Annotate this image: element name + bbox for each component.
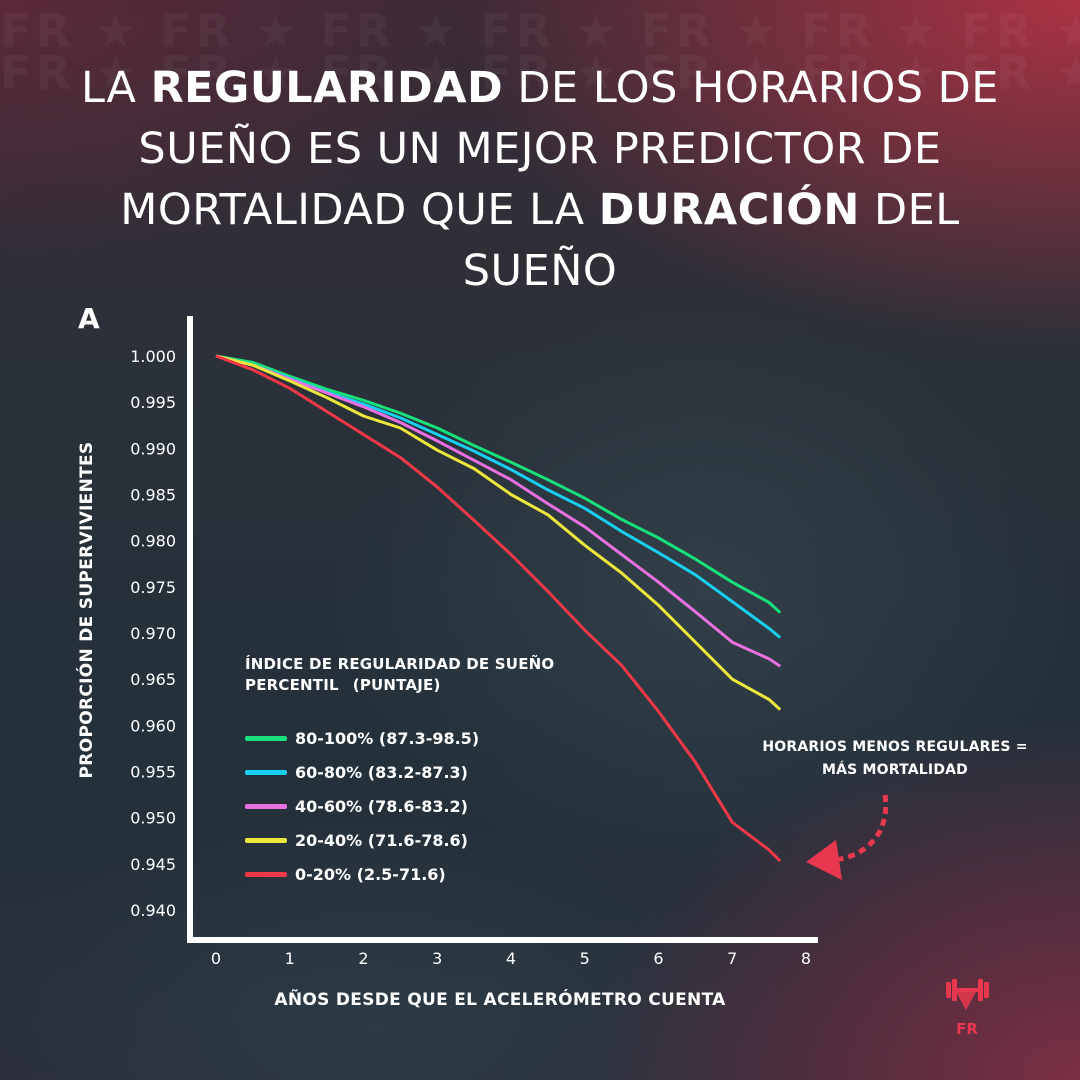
x-tick-label: 6 xyxy=(653,949,663,968)
y-tick-label: 0.965 xyxy=(130,670,176,689)
watermark-text: FR xyxy=(0,10,75,58)
legend-title: ÍNDICE DE REGULARIDAD DE SUEÑO PERCENTIL… xyxy=(245,654,554,696)
watermark-text: FR xyxy=(641,10,716,58)
title-part-1: LA xyxy=(81,63,151,113)
legend-item: 60-80% (83.2-87.3) xyxy=(245,755,554,789)
title-bold-regularidad: REGULARIDAD xyxy=(150,63,504,113)
legend-swatch xyxy=(245,735,287,741)
y-axis-ticks: 1.000 0.995 0.990 0.985 0.980 0.975 0.970 0.965… xyxy=(130,347,176,920)
legend-label: 20-40% (71.6-78.6) xyxy=(295,830,468,850)
x-tick-label: 0 xyxy=(211,949,221,968)
legend-swatch xyxy=(245,769,287,775)
watermark-text: FR xyxy=(0,46,75,100)
legend-label: 60-80% (83.2-87.3) xyxy=(295,762,468,782)
y-axis-label: PROPORCIÓN DE SUPERVIVIENTES xyxy=(77,441,97,779)
legend-items: 80-100% (87.3-98.5) 60-80% (83.2-87.3) 40-… xyxy=(245,721,554,891)
chart-title: LA REGULARIDAD DE LOS HORARIOS DE SUEÑO … xyxy=(40,58,1040,302)
series-line-3 xyxy=(215,354,782,711)
series-line-4 xyxy=(215,354,782,863)
legend: ÍNDICE DE REGULARIDAD DE SUEÑO PERCENTIL… xyxy=(245,654,554,891)
y-tick-label: 0.940 xyxy=(130,901,176,920)
title-part-3: DEL SUEÑO xyxy=(462,185,960,296)
annotation-line-1: HORARIOS MENOS REGULARES = xyxy=(762,739,1028,755)
series-line-0 xyxy=(215,354,782,614)
watermark-text: FR xyxy=(480,46,555,100)
annotation-arrow-head xyxy=(806,840,842,880)
watermark-text: FR xyxy=(801,10,876,58)
legend-swatch xyxy=(245,837,287,843)
legend-title-percentil: PERCENTIL xyxy=(245,676,339,694)
y-tick-label: 0.955 xyxy=(130,763,176,782)
watermark-row: FR ★ FR ★ FR ★ FR ★ FR ★ FR ★ FR ★ FR xyxy=(0,50,1080,96)
x-axis-ticks: 0 1 2 3 4 5 6 7 8 xyxy=(211,949,811,968)
watermark-text: FR xyxy=(961,10,1036,58)
legend-title-line-1: ÍNDICE DE REGULARIDAD DE SUEÑO xyxy=(245,655,555,673)
legend-item: 80-100% (87.3-98.5) xyxy=(245,721,554,755)
watermark-text: FR xyxy=(480,10,555,58)
x-tick-label: 7 xyxy=(727,949,737,968)
y-tick-label: 0.980 xyxy=(130,532,176,551)
y-tick-label: 1.000 xyxy=(130,347,176,366)
y-tick-label: 0.985 xyxy=(130,486,176,505)
legend-title-puntaje: (PUNTAJE) xyxy=(352,676,441,694)
series-lines xyxy=(215,354,782,863)
legend-label: 40-60% (78.6-83.2) xyxy=(295,796,468,816)
y-tick-label: 0.990 xyxy=(130,439,176,458)
y-tick-label: 0.950 xyxy=(130,809,176,828)
y-tick-label: 0.945 xyxy=(130,855,176,874)
title-part-2: DE LOS HORARIOS DE SUEÑO ES UN MEJOR PRE… xyxy=(120,63,999,235)
watermark-text: FR xyxy=(641,46,716,100)
legend-label: 80-100% (87.3-98.5) xyxy=(295,728,480,748)
x-tick-label: 5 xyxy=(580,949,590,968)
legend-swatch xyxy=(245,871,287,877)
annotation-arrow-curve xyxy=(834,794,889,863)
series-line-1 xyxy=(215,354,782,639)
logo-text: FR xyxy=(956,1020,978,1038)
watermark-text: FR xyxy=(320,46,395,100)
x-tick-label: 3 xyxy=(432,949,442,968)
watermark-text: FR xyxy=(160,10,235,58)
y-tick-label: 0.975 xyxy=(130,578,176,597)
watermark-text: FR xyxy=(320,10,395,58)
x-tick-label: 4 xyxy=(506,949,516,968)
legend-title-line-2: PERCENTIL (PUNTAJE) xyxy=(245,675,554,696)
panel-letter: A xyxy=(78,302,100,335)
legend-item: 0-20% (2.5-71.6) xyxy=(245,857,554,891)
y-tick-label: 0.995 xyxy=(130,393,176,412)
x-tick-label: 2 xyxy=(358,949,368,968)
dumbbell-icon xyxy=(946,979,989,1010)
watermark-row: FR ★ FR ★ FR ★ FR ★ FR ★ FR ★ FR ★ FR xyxy=(0,10,1080,54)
title-bold-duracion: DURACIÓN xyxy=(598,185,860,235)
y-tick-label: 0.960 xyxy=(130,716,176,735)
watermark-text: FR xyxy=(160,46,235,100)
watermark-text: FR xyxy=(961,46,1036,100)
brand-logo: FR xyxy=(946,979,989,1038)
series-line-2 xyxy=(215,354,782,668)
annotation-line-2: MÁS MORTALIDAD xyxy=(821,762,968,778)
x-tick-label: 1 xyxy=(285,949,295,968)
x-tick-label: 8 xyxy=(801,949,811,968)
legend-label: 0-20% (2.5-71.6) xyxy=(295,864,446,884)
annotation: HORARIOS MENOS REGULARES = MÁS MORTALIDA… xyxy=(730,736,1060,782)
y-tick-label: 0.970 xyxy=(130,624,176,643)
annotation-arrow xyxy=(806,794,889,880)
x-axis-label: AÑOS DESDE QUE EL ACELERÓMETRO CUENTA xyxy=(274,990,726,1010)
watermark-text: FR xyxy=(801,46,876,100)
watermark-pattern: FR ★ FR ★ FR ★ FR ★ FR ★ FR ★ FR ★ FR FR… xyxy=(0,10,1080,130)
legend-item: 20-40% (71.6-78.6) xyxy=(245,823,554,857)
legend-swatch xyxy=(245,803,287,809)
legend-item: 40-60% (78.6-83.2) xyxy=(245,789,554,823)
